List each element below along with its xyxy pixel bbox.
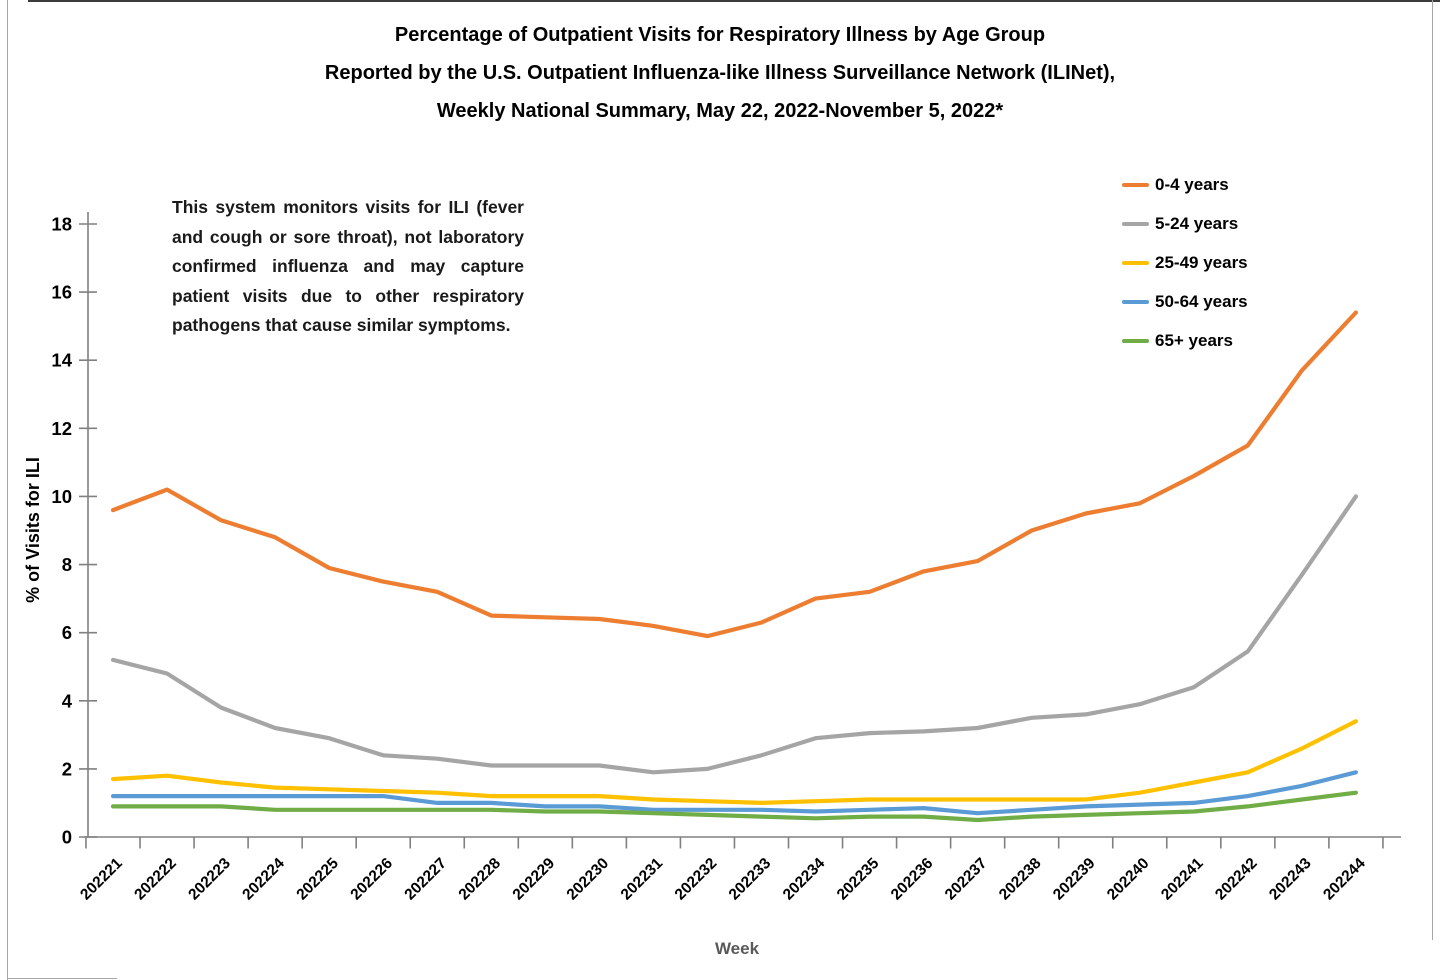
chart-legend: 0-4 years 5-24 years 25-49 years 50-64 y… xyxy=(1122,174,1248,369)
x-tick-label: 202232 xyxy=(672,855,721,904)
chart-title-line2: Reported by the U.S. Outpatient Influenz… xyxy=(324,62,1116,84)
x-tick-label: 202241 xyxy=(1158,855,1207,904)
series-line-65-years xyxy=(110,790,1359,823)
y-tick-label: 2 xyxy=(62,758,72,779)
legend-label: 65+ years xyxy=(1155,331,1233,350)
y-tick-label: 12 xyxy=(51,418,72,439)
legend-item: 0-4 years xyxy=(1122,174,1248,196)
frame-left-border xyxy=(7,0,8,980)
y-tick-label: 0 xyxy=(62,827,72,848)
legend-item: 65+ years xyxy=(1122,330,1248,352)
series-line-0-4-years xyxy=(110,310,1359,639)
x-tick-label: 202222 xyxy=(131,855,180,904)
legend-item: 50-64 years xyxy=(1122,291,1248,313)
series-line-5-24-years xyxy=(110,494,1359,775)
x-tick-label: 202242 xyxy=(1212,855,1261,904)
x-tick-label: 202235 xyxy=(834,855,883,904)
x-tick-label: 202225 xyxy=(293,855,342,904)
legend-label: 5-24 years xyxy=(1155,214,1239,233)
x-tick-label: 202231 xyxy=(618,855,667,904)
legend-item: 5-24 years xyxy=(1122,213,1248,235)
series-line-25-49-years xyxy=(110,719,1359,806)
x-tick-label: 202243 xyxy=(1266,855,1315,904)
chart-title-line3: Weekly National Summary, May 22, 2022-No… xyxy=(436,100,1004,122)
y-tick-label: 16 xyxy=(51,282,72,303)
legend-swatch xyxy=(1122,222,1149,226)
x-axis-title: Week xyxy=(715,939,760,958)
legend-swatch xyxy=(1122,300,1149,304)
frame-right-border xyxy=(1432,0,1433,940)
y-tick-label: 18 xyxy=(51,214,72,235)
x-tick-label: 202227 xyxy=(401,855,450,904)
x-tick-label: 202244 xyxy=(1320,855,1369,904)
x-tick-label: 202234 xyxy=(780,855,829,904)
chart-title: Percentage of Outpatient Visits for Resp… xyxy=(0,16,1440,130)
x-tick-label: 202221 xyxy=(77,855,126,904)
x-tick-label: 202237 xyxy=(942,855,991,904)
frame-top-border xyxy=(28,0,1440,2)
x-tick-label: 202224 xyxy=(239,855,288,904)
frame-bottom-border xyxy=(7,978,117,979)
legend-label: 0-4 years xyxy=(1155,175,1229,194)
x-tick-label: 202226 xyxy=(347,855,396,904)
x-tick-label: 202230 xyxy=(564,855,613,904)
x-tick-label: 202236 xyxy=(888,855,937,904)
legend-swatch xyxy=(1122,261,1149,265)
y-tick-label: 10 xyxy=(51,486,72,507)
x-tick-label: 202229 xyxy=(510,855,559,904)
x-tick-label: 202228 xyxy=(456,855,505,904)
x-tick-label: 202223 xyxy=(185,855,234,904)
chart-title-line1: Percentage of Outpatient Visits for Resp… xyxy=(394,24,1046,46)
legend-item: 25-49 years xyxy=(1122,252,1248,274)
y-axis-title: % of Visits for ILI xyxy=(23,457,43,603)
x-tick-label: 202238 xyxy=(996,855,1045,904)
x-tick-label: 202239 xyxy=(1050,855,1099,904)
legend-swatch xyxy=(1122,183,1149,187)
legend-swatch xyxy=(1122,339,1149,343)
chart-annotation: This system monitors visits for ILI (fev… xyxy=(172,197,524,335)
y-tick-label: 8 xyxy=(62,554,72,575)
y-tick-label: 14 xyxy=(51,350,72,371)
legend-label: 50-64 years xyxy=(1155,292,1248,311)
x-tick-label: 202240 xyxy=(1104,855,1153,904)
y-tick-label: 4 xyxy=(62,690,73,711)
y-tick-label: 6 xyxy=(62,622,72,643)
series-line-50-64-years xyxy=(110,770,1359,816)
x-tick-label: 202233 xyxy=(726,855,775,904)
legend-label: 25-49 years xyxy=(1155,253,1248,272)
